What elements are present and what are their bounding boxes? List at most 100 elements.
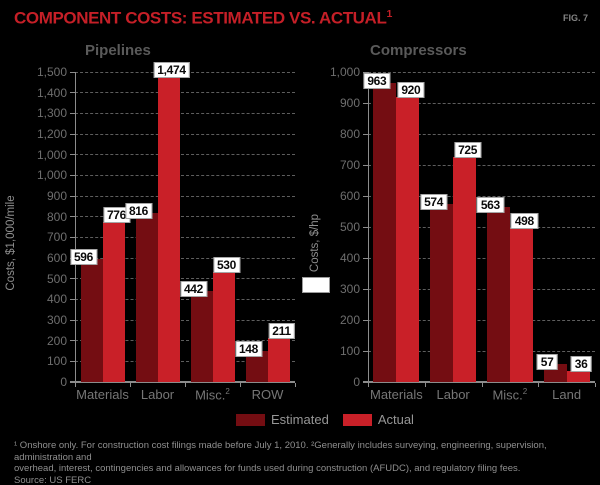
gridline: [75, 257, 295, 259]
y-axis-tick-label: 300: [46, 313, 67, 327]
category-label-land: Land: [552, 387, 582, 402]
y-axis-tick-label: 1,000: [36, 147, 67, 162]
legend-item-estimated: Estimated: [236, 412, 329, 427]
actual-swatch: [342, 413, 372, 426]
y-axis-tick-label: 1,400: [36, 85, 67, 100]
gridline: [75, 319, 295, 321]
y-axis-tick: [70, 278, 75, 280]
y-axis-tick: [70, 195, 75, 197]
bar-value-label: 963: [363, 73, 391, 90]
bar-actual-land: [566, 370, 590, 382]
category-label-materials: Materials: [76, 387, 129, 402]
y-axis-tick-label: 400: [339, 251, 360, 265]
bar-estimated-misc: [190, 290, 213, 382]
bar-value-label: 596: [69, 248, 98, 265]
y-axis-line: [75, 72, 76, 383]
x-axis-line: [363, 381, 595, 383]
y-axis-tick-label: 1,500: [36, 65, 67, 79]
gridline: [75, 174, 295, 176]
y-axis-tick: [70, 92, 75, 94]
y-axis-tick: [70, 216, 75, 218]
y-axis-tick-label: 300: [339, 282, 360, 296]
y-axis-tick-label: 500: [339, 220, 360, 234]
gridline: [368, 102, 595, 104]
chart-legend: Estimated Actual: [236, 412, 414, 427]
gridline: [368, 257, 595, 259]
y-axis-tick-label: 200: [46, 333, 67, 348]
y-axis-tick-label: 900: [339, 96, 360, 110]
category-label-labor: Labor: [140, 387, 175, 402]
x-axis-tick: [424, 383, 426, 387]
y-axis-tick: [363, 195, 368, 197]
gridline: [75, 133, 295, 135]
bar-estimated-misc: [486, 207, 510, 382]
bar-value-label: 563: [476, 197, 504, 214]
footnote-line-1: ¹ Onshore only. For construction cost fi…: [14, 440, 547, 463]
x-axis-tick: [295, 383, 296, 387]
bar-actual-materials: [396, 96, 420, 382]
legend-label-actual: Actual: [377, 412, 414, 427]
y-axis-tick-label: 700: [339, 158, 360, 172]
y-axis-tick: [70, 319, 75, 321]
y-axis-tick-label: 100: [339, 344, 360, 358]
category-label-misc: Misc.2: [492, 387, 528, 403]
category-label-superscript: 2: [225, 387, 230, 396]
legend-item-actual: Actual: [342, 412, 414, 427]
bar-value-label: 1,474: [153, 62, 190, 79]
y-axis-tick: [363, 71, 368, 73]
bar-actual-row: [267, 338, 290, 382]
y-axis-tick: [70, 154, 75, 156]
y-axis-tick-label: 600: [339, 189, 360, 203]
category-label-materials: Materials: [370, 387, 423, 402]
figure-title-superscript: 1: [386, 8, 392, 20]
y-axis-tick: [363, 288, 368, 290]
y-axis-tick: [363, 319, 368, 321]
x-axis-tick: [75, 383, 76, 387]
y-axis-tick: [70, 71, 75, 73]
empty-label-box: [302, 277, 330, 293]
y-axis-tick: [70, 236, 75, 238]
bar-estimated-labor: [430, 204, 454, 382]
gridline: [368, 133, 595, 135]
y-axis-tick: [363, 102, 368, 104]
gridline: [75, 340, 295, 342]
gridline: [368, 350, 595, 352]
y-axis-tick-label: 1,000: [36, 168, 67, 183]
legend-label-estimated: Estimated: [271, 412, 329, 427]
y-axis-tick-label: 200: [339, 313, 360, 327]
y-axis-tick: [70, 112, 75, 114]
bar-actual-labor: [157, 77, 180, 382]
gridline: [368, 288, 595, 290]
y-axis-tick: [363, 164, 368, 166]
bar-value-label: 530: [212, 257, 241, 274]
gridline: [368, 195, 595, 197]
bar-value-label: 442: [179, 280, 208, 297]
y-axis-tick-label: 100: [46, 354, 67, 369]
chart-subtitle: Compressors: [370, 42, 467, 59]
y-axis-tick: [70, 298, 75, 300]
category-label-misc: Misc.2: [195, 387, 230, 403]
gridline: [75, 360, 295, 362]
y-axis-tick-label: 700: [46, 230, 67, 245]
y-axis-tick: [363, 226, 368, 228]
x-axis-tick: [130, 383, 131, 387]
bar-value-label: 57: [536, 354, 558, 371]
estimated-swatch: [236, 413, 265, 426]
bar-value-label: 211: [268, 323, 295, 340]
y-axis-tick-label: 1,200: [36, 127, 67, 141]
gridline: [75, 154, 295, 156]
footnote-line-2: overhead, interest, contingencies and al…: [14, 463, 521, 474]
x-axis-line: [70, 381, 295, 383]
figure-title: COMPONENT COSTS: ESTIMATED VS. ACTUAL1: [14, 8, 392, 29]
gridline: [75, 92, 295, 94]
y-axis-tick: [70, 174, 75, 176]
category-label-superscript: 2: [522, 387, 528, 396]
gridline: [75, 195, 295, 197]
y-axis-tick-label: 0: [60, 375, 67, 389]
y-axis-tick-label: 400: [46, 292, 67, 307]
y-axis-tick: [363, 133, 368, 135]
y-axis-tick: [70, 133, 75, 135]
gridline: [75, 236, 295, 238]
